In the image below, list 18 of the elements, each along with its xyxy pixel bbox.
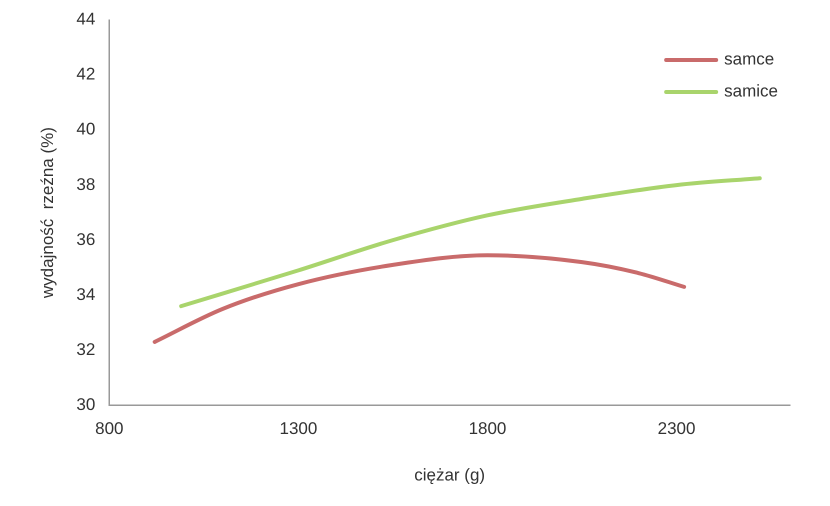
x-tick-label: 1300 (279, 419, 318, 438)
x-tick-label: 2300 (658, 419, 696, 438)
x-axis-title: ciężar (g) (414, 465, 486, 484)
line-series (179, 176, 762, 308)
y-tick-label: 42 (76, 64, 96, 84)
y-tick-label: 30 (76, 394, 96, 414)
x-tick-label: 1800 (468, 419, 506, 438)
legend-label: samce (724, 50, 774, 69)
y-tick-label: 34 (76, 284, 96, 304)
legend-label: samice (724, 82, 778, 101)
x-tick-label: 800 (95, 419, 124, 438)
line-series (152, 253, 686, 344)
y-tick-label: 32 (76, 340, 96, 359)
y-tick-label: 40 (76, 120, 96, 139)
y-tick-label: 36 (76, 230, 96, 249)
y-tick-label: 38 (76, 174, 96, 194)
y-tick-label: 44 (76, 10, 96, 29)
y-axis-title: wydajność rzeźna (%) (38, 127, 57, 300)
